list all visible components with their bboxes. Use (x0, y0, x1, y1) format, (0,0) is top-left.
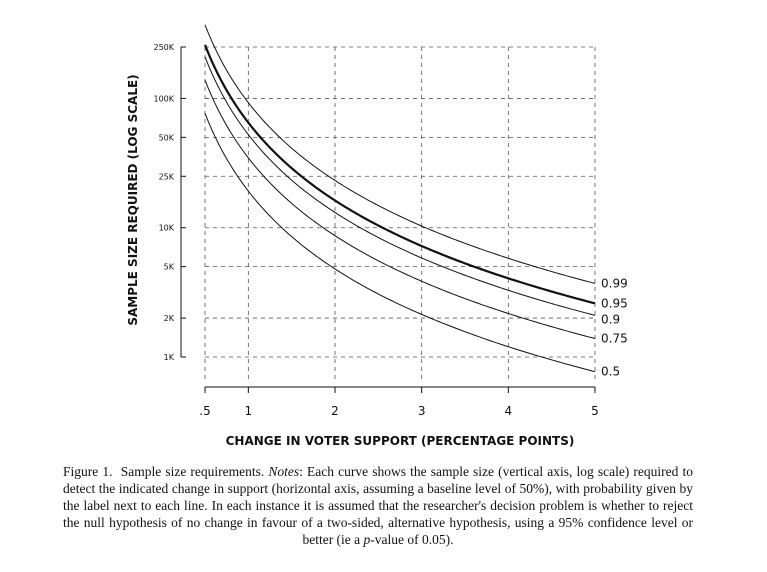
curve-label-0_75: 0.75 (601, 332, 628, 346)
caption-text-after-p: -value of 0.05). (370, 532, 454, 547)
y-tick-label-2: 5K (164, 263, 175, 272)
y-axis-title: SAMPLE SIZE REQUIRED (LOG SCALE) (126, 74, 140, 325)
x-tick-label-5: 5 (591, 404, 599, 418)
curve-label-layer: 0.99 0.95 0.9 0.75 0.5 (601, 276, 628, 378)
y-tick-label-5: 50K (159, 133, 175, 142)
curve-0_5 (204, 113, 596, 373)
axes-layer (180, 47, 595, 388)
sample-size-chart: 1K 2K 5K 10K 25K 50K 100K 250K .5 1 2 3 4 5 0.99 0.95… (126, 24, 628, 448)
x-tick-label-4: 4 (505, 404, 513, 418)
x-tick-label-3: 3 (418, 404, 426, 418)
curve-0_9 (204, 56, 596, 316)
x-tick-label-1: 1 (245, 404, 253, 418)
caption-text-before-p: : Each curve shows the sample size (vert… (63, 464, 694, 547)
y-tick-label-0: 1K (164, 353, 175, 362)
y-tick-label-3: 10K (159, 224, 175, 233)
curve-label-0_9: 0.9 (601, 312, 620, 326)
x-axis-title: CHANGE IN VOTER SUPPORT (PERCENTAGE POIN… (226, 434, 575, 448)
y-tick-label-4: 25K (159, 172, 175, 181)
curve-label-0_99: 0.99 (601, 276, 628, 290)
curve-0_99 (204, 24, 596, 284)
curve-label-0_5: 0.5 (601, 365, 620, 379)
caption-notes-label: Notes (268, 464, 300, 479)
y-tick-layer: 1K 2K 5K 10K 25K 50K 100K 250K (153, 43, 186, 362)
curve-0_95 (203, 44, 596, 305)
caption-title: Sample size requirements. (120, 464, 265, 479)
curve-0_75 (204, 79, 596, 339)
y-tick-label-6: 100K (153, 94, 174, 103)
y-tick-label-7: 250K (153, 43, 174, 52)
grid-layer (204, 46, 596, 380)
y-tick-label-1: 2K (164, 314, 175, 323)
curve-layer (203, 24, 596, 373)
x-tick-label-2: 2 (331, 404, 339, 418)
figure-caption: Figure 1. Sample size requirements. Note… (63, 463, 693, 548)
caption-p-variable: p (363, 532, 371, 547)
x-tick-label-0: .5 (199, 404, 210, 418)
x-tick-layer: .5 1 2 3 4 5 (199, 387, 599, 418)
caption-figure-label: Figure 1. (63, 464, 113, 479)
curve-label-0_95: 0.95 (601, 296, 628, 310)
